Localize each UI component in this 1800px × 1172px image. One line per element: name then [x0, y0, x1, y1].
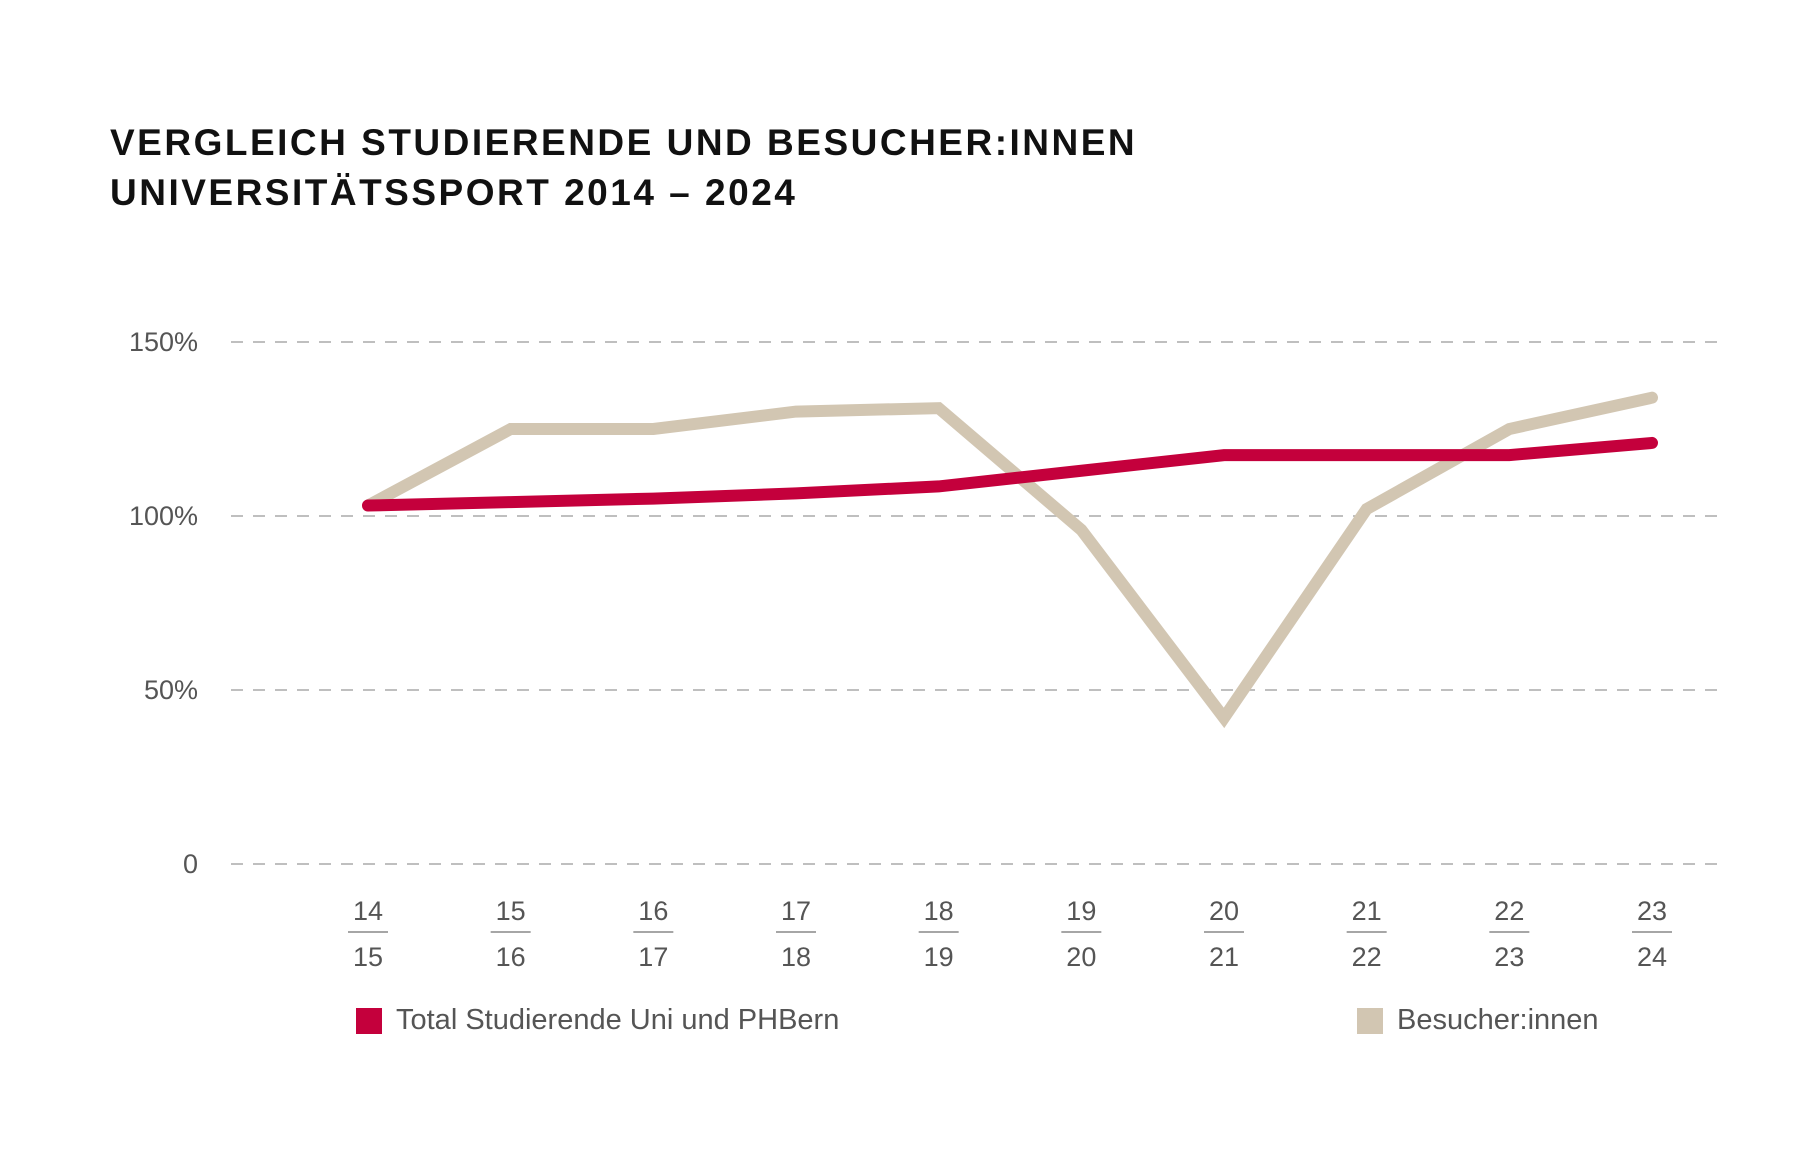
y-tick-label: 0 [183, 849, 198, 879]
legend-label-visitors: Besucher:innen [1397, 1004, 1599, 1036]
chart-title-line-1: VERGLEICH STUDIERENDE UND BESUCHER:INNEN [110, 122, 1138, 163]
x-tick-label-bottom: 24 [1637, 942, 1667, 972]
series-line-visitors [362, 391, 1658, 729]
x-tick-label-top: 20 [1209, 896, 1239, 926]
x-tick-label-bottom: 18 [781, 942, 811, 972]
series-line-students [362, 436, 1658, 512]
legend-item-visitors: Besucher:innen [1357, 1004, 1599, 1037]
x-tick-label-top: 15 [496, 896, 526, 926]
x-tick-label-bottom: 20 [1066, 942, 1096, 972]
legend-item-students: Total Studierende Uni und PHBern [356, 1004, 839, 1037]
y-tick-label: 50% [144, 675, 198, 705]
chart-title-line-2: UNIVERSITÄTSSPORT 2014 – 2024 [110, 172, 798, 213]
x-tick-label-top: 22 [1494, 896, 1524, 926]
x-tick-label-top: 19 [1066, 896, 1096, 926]
x-tick-label-bottom: 23 [1494, 942, 1524, 972]
legend-swatch-students [356, 1007, 382, 1034]
chart-title: VERGLEICH STUDIERENDE UND BESUCHER:INNEN… [110, 118, 1137, 218]
x-tick-label-top: 23 [1637, 896, 1667, 926]
x-tick-label-top: 14 [353, 896, 383, 926]
legend-label-students: Total Studierende Uni und PHBern [396, 1004, 840, 1036]
legend-swatch-visitors [1357, 1007, 1383, 1034]
x-tick-label-top: 17 [781, 896, 811, 926]
x-tick-label-bottom: 22 [1352, 942, 1382, 972]
x-tick-label-bottom: 19 [924, 942, 954, 972]
x-tick-label-top: 16 [638, 896, 668, 926]
y-tick-label: 150% [129, 327, 198, 357]
x-tick-label-bottom: 17 [638, 942, 668, 972]
x-tick-label-bottom: 16 [496, 942, 526, 972]
x-tick-label-bottom: 21 [1209, 942, 1239, 972]
x-tick-label-bottom: 15 [353, 942, 383, 972]
x-tick-label-top: 21 [1352, 896, 1382, 926]
x-tick-label-top: 18 [924, 896, 954, 926]
y-tick-label: 100% [129, 501, 198, 531]
